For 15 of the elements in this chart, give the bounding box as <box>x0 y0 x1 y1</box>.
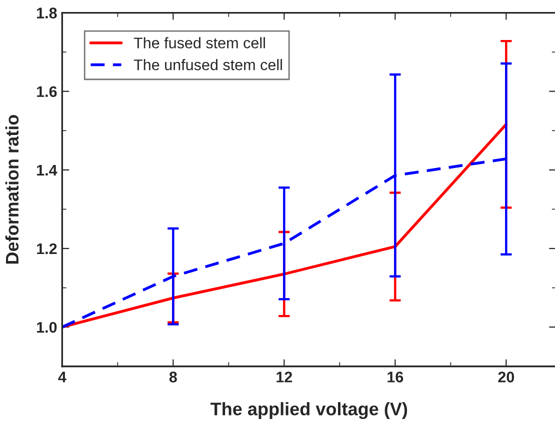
legend-label: The unfused stem cell <box>134 59 282 70</box>
x-axis-title: The applied voltage (V) <box>210 402 408 420</box>
y-tick-label: 1.4 <box>37 164 58 176</box>
y-tick-label: 1.0 <box>37 322 57 333</box>
x-tick-label: 4 <box>58 372 66 382</box>
y-tick-label: 1.8 <box>37 8 57 18</box>
x-tick-label: 16 <box>388 372 404 382</box>
legend-label: The fused stem cell <box>134 37 265 48</box>
y-tick-label: 1.6 <box>37 86 57 98</box>
x-tick-label: 20 <box>498 372 514 382</box>
y-tick-label: 1.2 <box>37 243 57 254</box>
line-series <box>62 122 508 328</box>
y-axis-title: Deformation ratio <box>5 115 19 264</box>
x-tick-label: 12 <box>276 372 292 382</box>
x-tick-label: 8 <box>169 372 177 382</box>
